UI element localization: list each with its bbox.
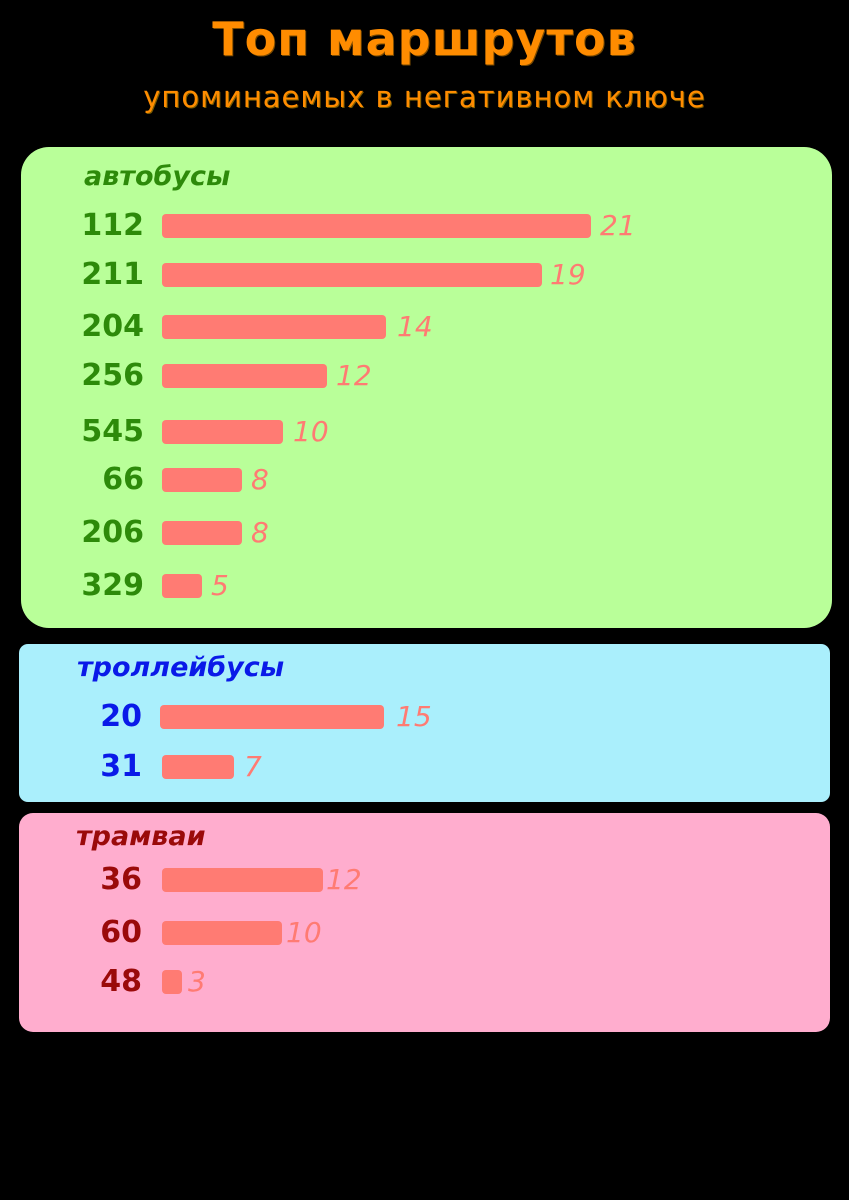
route-label: 31 bbox=[100, 749, 142, 784]
bar-row: 60 10 bbox=[19, 917, 830, 949]
tram-panel-title: трамваи bbox=[76, 821, 206, 852]
bar bbox=[162, 315, 386, 339]
value-label: 7 bbox=[244, 750, 262, 783]
bar bbox=[162, 364, 327, 388]
bar bbox=[162, 970, 182, 994]
bar-row: 211 19 bbox=[21, 259, 832, 291]
bar bbox=[162, 755, 234, 779]
bar-row: 112 21 bbox=[21, 210, 832, 242]
bar bbox=[162, 420, 283, 444]
bar bbox=[162, 868, 323, 892]
bar bbox=[162, 468, 242, 492]
bar bbox=[162, 574, 202, 598]
route-label: 48 bbox=[100, 964, 142, 999]
bar-row: 256 12 bbox=[21, 360, 832, 392]
page-title: Топ маршрутов bbox=[212, 12, 637, 66]
route-label: 66 bbox=[102, 462, 144, 497]
tram-panel: трамваи 36 12 60 10 48 3 bbox=[19, 813, 830, 1032]
value-label: 14 bbox=[397, 310, 433, 343]
page-subtitle: упоминаемых в негативном ключе bbox=[143, 80, 706, 114]
value-label: 12 bbox=[336, 359, 372, 392]
value-label: 12 bbox=[326, 863, 362, 896]
route-label: 204 bbox=[81, 309, 144, 344]
trolleybus-panel-title: троллейбусы bbox=[77, 652, 285, 683]
bar bbox=[162, 921, 282, 945]
bar-row: 36 12 bbox=[19, 864, 830, 896]
value-label: 8 bbox=[251, 516, 269, 549]
route-label: 60 bbox=[100, 915, 142, 950]
value-label: 19 bbox=[550, 258, 586, 291]
value-label: 8 bbox=[251, 463, 269, 496]
value-label: 5 bbox=[211, 569, 229, 602]
bar bbox=[162, 214, 591, 238]
value-label: 10 bbox=[293, 415, 329, 448]
bar-row: 66 8 bbox=[21, 464, 832, 496]
bus-panel: автобусы 112 21 211 19 204 14 256 12 545… bbox=[21, 147, 832, 628]
bar bbox=[162, 521, 242, 545]
route-label: 545 bbox=[81, 414, 144, 449]
bar-row: 206 8 bbox=[21, 517, 832, 549]
value-label: 3 bbox=[188, 965, 206, 998]
bus-panel-title: автобусы bbox=[84, 161, 231, 192]
trolleybus-panel: троллейбусы 20 15 31 7 bbox=[19, 644, 830, 802]
bar-row: 545 10 bbox=[21, 416, 832, 448]
bar bbox=[162, 263, 542, 287]
route-label: 112 bbox=[81, 208, 144, 243]
value-label: 10 bbox=[286, 916, 322, 949]
bar-row: 48 3 bbox=[19, 966, 830, 998]
route-label: 211 bbox=[81, 257, 144, 292]
route-label: 36 bbox=[100, 862, 142, 897]
route-label: 329 bbox=[81, 568, 144, 603]
value-label: 15 bbox=[396, 700, 432, 733]
bar-row: 329 5 bbox=[21, 570, 832, 602]
value-label: 21 bbox=[600, 209, 636, 242]
route-label: 20 bbox=[100, 699, 142, 734]
bar-row: 31 7 bbox=[19, 751, 830, 783]
route-label: 206 bbox=[81, 515, 144, 550]
bar-row: 204 14 bbox=[21, 311, 832, 343]
bar-row: 20 15 bbox=[19, 701, 830, 733]
bar bbox=[160, 705, 384, 729]
route-label: 256 bbox=[81, 358, 144, 393]
